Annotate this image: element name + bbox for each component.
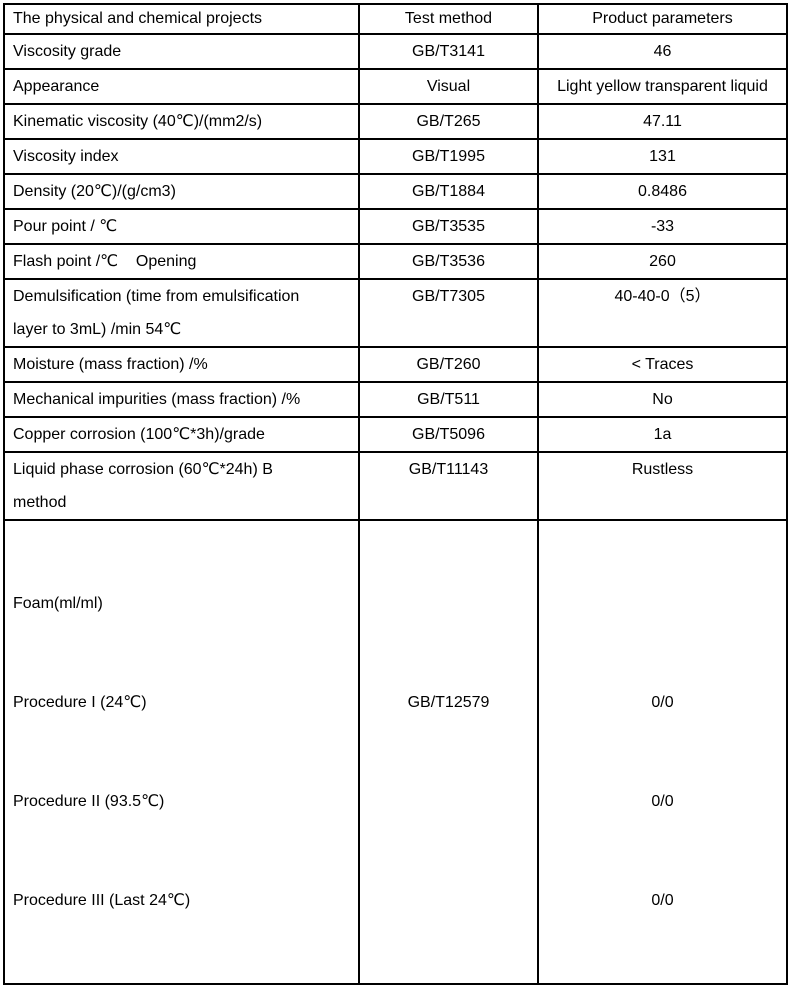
spec-table: The physical and chemical projects Test … <box>3 3 788 985</box>
project-cell: Demulsification (time from emulsificatio… <box>3 278 360 348</box>
method-cell: GB/T3141 <box>358 33 539 70</box>
column-header-projects: The physical and chemical projects <box>3 3 360 35</box>
method-cell: GB/T5096 <box>358 416 539 453</box>
foam-line-procedure-1: Procedure I (24℃) <box>13 694 147 711</box>
value-cell: 131 <box>537 138 788 175</box>
table-header-row: The physical and chemical projects Test … <box>3 3 788 35</box>
value-cell: 1a <box>537 416 788 453</box>
value-cell: -33 <box>537 208 788 245</box>
table-row-foam: Foam(ml/ml) Procedure I (24℃) Procedure … <box>3 519 788 985</box>
foam-value-3: 0/0 <box>651 892 674 909</box>
column-header-product-parameters: Product parameters <box>537 3 788 35</box>
method-cell: GB/T260 <box>358 346 539 383</box>
project-cell: Viscosity grade <box>3 33 360 70</box>
foam-value-spacer <box>540 587 785 620</box>
foam-method: GB/T12579 <box>407 694 490 711</box>
value-cell: 260 <box>537 243 788 280</box>
project-cell: Viscosity index <box>3 138 360 175</box>
table-row-kinematic-viscosity: Kinematic viscosity (40℃)/(mm2/s) GB/T26… <box>3 103 788 140</box>
column-header-test-method: Test method <box>358 3 539 35</box>
value-cell: Light yellow transparent liquid <box>537 68 788 105</box>
table-row-pour-point: Pour point / ℃ GB/T3535 -33 <box>3 208 788 245</box>
method-cell: GB/T511 <box>358 381 539 418</box>
value-cell: 47.11 <box>537 103 788 140</box>
project-cell: Copper corrosion (100℃*3h)/grade <box>3 416 360 453</box>
project-cell: Kinematic viscosity (40℃)/(mm2/s) <box>3 103 360 140</box>
table-row-mechanical-impurities: Mechanical impurities (mass fraction) /%… <box>3 381 788 418</box>
value-cell: 0.8486 <box>537 173 788 210</box>
table-row-viscosity-grade: Viscosity grade GB/T3141 46 <box>3 33 788 70</box>
project-cell-foam: Foam(ml/ml) Procedure I (24℃) Procedure … <box>3 519 360 985</box>
value-cell: 46 <box>537 33 788 70</box>
foam-value-2: 0/0 <box>651 793 674 810</box>
foam-line-procedure-3: Procedure III (Last 24℃) <box>13 892 191 909</box>
project-cell: Pour point / ℃ <box>3 208 360 245</box>
method-cell-foam: GB/T12579 <box>358 519 539 985</box>
table-row-density: Density (20℃)/(g/cm3) GB/T1884 0.8486 <box>3 173 788 210</box>
method-cell: GB/T1884 <box>358 173 539 210</box>
method-cell: GB/T3535 <box>358 208 539 245</box>
value-cell: Rustless <box>537 451 788 521</box>
table-row-liquid-phase-corrosion: Liquid phase corrosion (60℃*24h) B metho… <box>3 451 788 521</box>
method-cell: Visual <box>358 68 539 105</box>
project-cell: Appearance <box>3 68 360 105</box>
foam-value-1: 0/0 <box>651 694 674 711</box>
method-cell: GB/T265 <box>358 103 539 140</box>
value-cell: < Traces <box>537 346 788 383</box>
table-row-moisture: Moisture (mass fraction) /% GB/T260 < Tr… <box>3 346 788 383</box>
table-row-appearance: Appearance Visual Light yellow transpare… <box>3 68 788 105</box>
foam-method-spacer <box>361 587 536 620</box>
table-row-viscosity-index: Viscosity index GB/T1995 131 <box>3 138 788 175</box>
table-row-copper-corrosion: Copper corrosion (100℃*3h)/grade GB/T509… <box>3 416 788 453</box>
method-cell: GB/T7305 <box>358 278 539 348</box>
method-cell: GB/T11143 <box>358 451 539 521</box>
table-row-flash-point: Flash point /℃ Opening GB/T3536 260 <box>3 243 788 280</box>
project-cell: Liquid phase corrosion (60℃*24h) B metho… <box>3 451 360 521</box>
project-cell: Moisture (mass fraction) /% <box>3 346 360 383</box>
method-cell: GB/T3536 <box>358 243 539 280</box>
method-cell: GB/T1995 <box>358 138 539 175</box>
value-cell: 40-40-0（5） <box>537 278 788 348</box>
table-row-demulsification: Demulsification (time from emulsificatio… <box>3 278 788 348</box>
project-cell: Flash point /℃ Opening <box>3 243 360 280</box>
value-cell: No <box>537 381 788 418</box>
foam-line-procedure-2: Procedure II (93.5℃) <box>13 793 165 810</box>
foam-line-title: Foam(ml/ml) <box>13 595 103 612</box>
value-cell-foam: 0/0 0/0 0/0 <box>537 519 788 985</box>
project-cell: Mechanical impurities (mass fraction) /% <box>3 381 360 418</box>
project-cell: Density (20℃)/(g/cm3) <box>3 173 360 210</box>
